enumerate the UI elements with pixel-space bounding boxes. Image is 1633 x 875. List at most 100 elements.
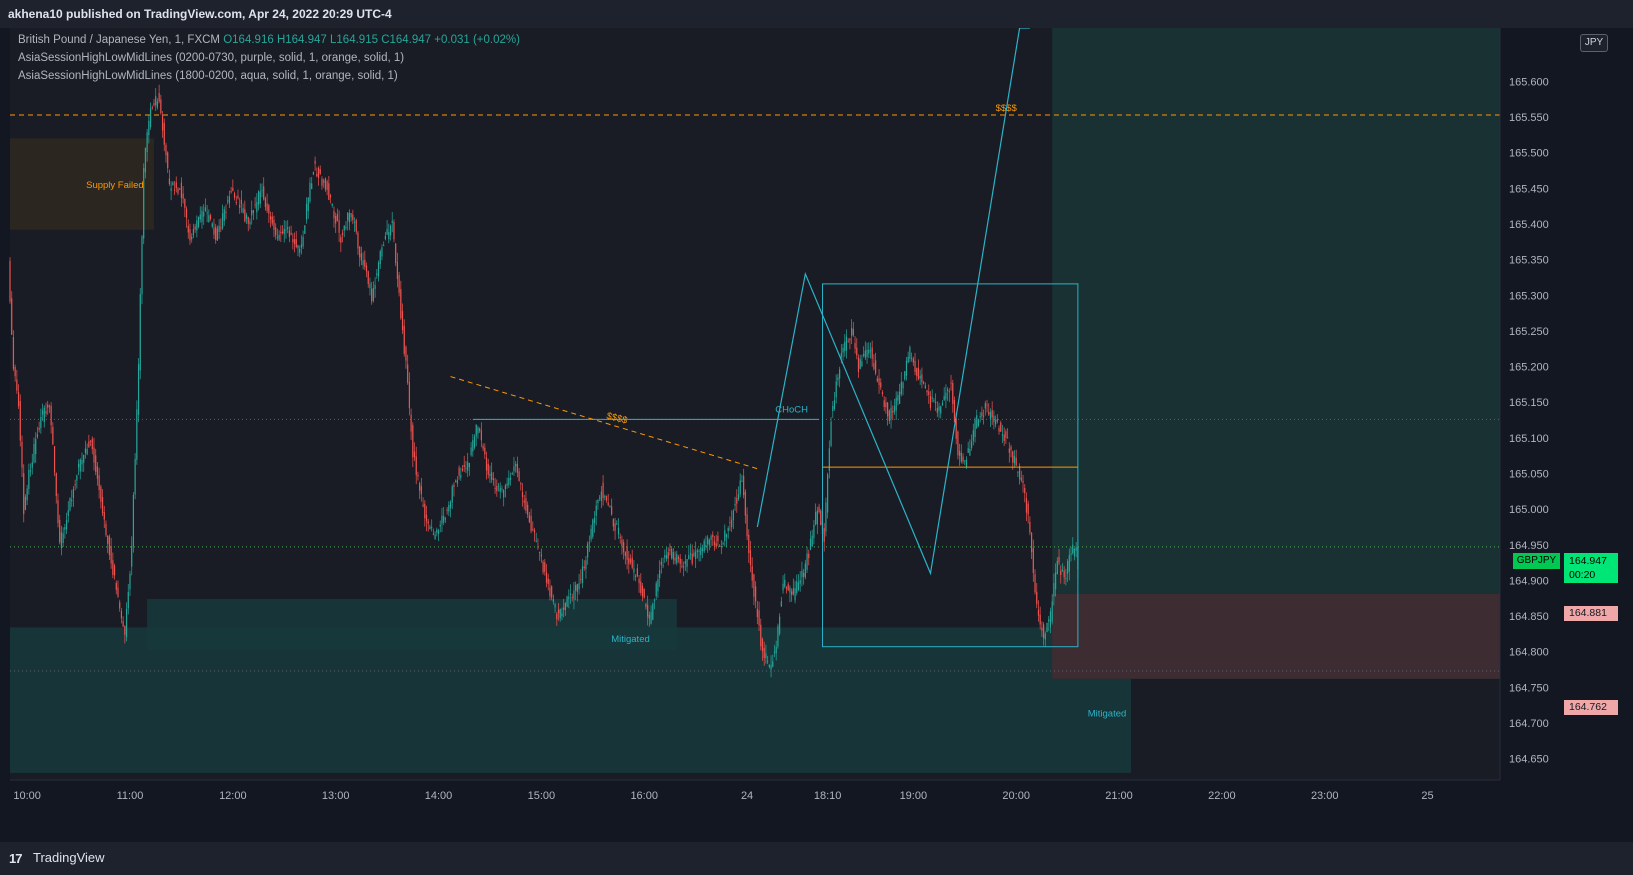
candle-body-463: [803, 572, 805, 577]
price-tick-14: 165.350: [1509, 255, 1549, 267]
candle-body-45: [86, 449, 88, 455]
candle-body-558: [965, 459, 968, 468]
candle-body-227: [398, 275, 400, 293]
candle-body-240: [420, 486, 422, 495]
candle-body-83: [151, 107, 153, 109]
candle-body-599: [1036, 591, 1038, 605]
candle-body-539: [933, 400, 935, 402]
candle-body-588: [1017, 471, 1019, 473]
candle-body-98: [177, 188, 179, 194]
candle-body-616: [1065, 577, 1067, 580]
candle-body-28: [57, 500, 59, 523]
candle-body-441: [765, 653, 767, 659]
candle-body-540: [935, 402, 937, 404]
candle-body-101: [182, 193, 184, 199]
candle-body-282: [492, 478, 494, 480]
candle-body-490: [849, 338, 851, 341]
candle-body-16: [36, 434, 39, 438]
candle-body-250: [437, 530, 440, 535]
candle-body-69: [127, 591, 129, 609]
candle-body-492: [852, 329, 854, 336]
candle-body-136: [242, 208, 244, 213]
indicator-legend-1[interactable]: AsiaSessionHighLowMidLines (0200-0730, p…: [18, 52, 405, 64]
candle-body-393: [683, 566, 685, 568]
candle-body-313: [545, 572, 548, 583]
candle-body-405: [703, 540, 705, 552]
candle-body-332: [578, 583, 580, 590]
symbol-name[interactable]: British Pound / Japanese Yen, 1, FXCM: [18, 34, 221, 46]
candle-body-499: [864, 350, 866, 358]
candle-body-432: [749, 550, 752, 566]
candle-body-411: [713, 541, 716, 546]
candle-body-457: [792, 588, 794, 595]
candle-body-287: [501, 488, 503, 490]
candle-body-148: [263, 186, 265, 200]
candle-body-491: [851, 327, 853, 336]
candle-body-577: [998, 428, 1000, 432]
candle-body-560: [969, 448, 971, 456]
candle-body-36: [71, 499, 73, 502]
candle-body-436: [756, 608, 758, 618]
candle-body-99: [179, 188, 181, 190]
candle-body-561: [971, 441, 973, 448]
candle-body-425: [737, 494, 740, 500]
candle-body-465: [806, 553, 808, 571]
candle-body-184: [324, 178, 326, 190]
candle-body-243: [425, 514, 428, 522]
candle-body-103: [185, 208, 188, 219]
candle-body-399: [693, 552, 695, 557]
candle-body-155: [275, 227, 277, 236]
candle-body-97: [175, 182, 177, 189]
price-tick-2: 164.750: [1509, 682, 1549, 694]
candle-body-276: [482, 445, 484, 449]
candle-body-122: [218, 225, 220, 232]
candle-body-367: [638, 578, 640, 584]
candle-body-235: [412, 424, 414, 458]
candle-body-221: [388, 232, 390, 240]
candle-body-10: [26, 488, 28, 501]
candle-body-450: [780, 601, 782, 607]
candle-body-56: [105, 523, 107, 536]
candle-body-369: [641, 585, 644, 597]
candle-body-321: [559, 608, 561, 619]
candle-body-403: [700, 547, 702, 555]
indicator-legend-2[interactable]: AsiaSessionHighLowMidLines (1800-0200, a…: [18, 70, 398, 82]
currency-button[interactable]: JPY: [1580, 34, 1608, 52]
candle-body-602: [1041, 627, 1043, 631]
candle-body-295: [515, 464, 517, 467]
candle-body-164: [290, 232, 292, 235]
candle-body-266: [465, 467, 467, 469]
price-chart[interactable]: Supply Failed Mitigated Mitigated $$$$ CHoCH…: [0, 28, 1633, 842]
candle-body-462: [801, 570, 803, 578]
candle-body-385: [669, 549, 671, 551]
candle-body-515: [892, 411, 894, 413]
candle-body-379: [659, 570, 661, 579]
candle-body-603: [1043, 624, 1045, 639]
candle-body-183: [323, 180, 325, 183]
candle-body-291: [508, 477, 510, 485]
candle-body-11: [28, 469, 30, 490]
candle-body-255: [446, 509, 448, 511]
candle-body-363: [631, 557, 633, 568]
candle-body-46: [88, 441, 90, 448]
candle-body-324: [564, 602, 566, 610]
candle-body-66: [122, 621, 124, 627]
last-price-value: 164.947: [1569, 555, 1607, 567]
candle-body-538: [931, 397, 933, 399]
candle-body-187: [329, 195, 332, 198]
candle-body-203: [357, 232, 359, 249]
candle-body-472: [818, 506, 820, 513]
candle-body-451: [782, 583, 784, 591]
candle-body-353: [614, 523, 616, 531]
candle-body-570: [986, 404, 988, 406]
ohlc-close: C164.947: [381, 34, 432, 46]
candle-body-366: [636, 568, 638, 577]
candle-body-4: [16, 379, 18, 391]
candle-body-199: [350, 213, 352, 218]
candle-body-47: [89, 440, 92, 442]
candle-body-305: [532, 529, 534, 531]
candle-body-200: [352, 214, 354, 221]
candle-body-63: [117, 587, 119, 597]
candle-body-605: [1046, 622, 1048, 633]
candle-body-497: [861, 361, 863, 366]
